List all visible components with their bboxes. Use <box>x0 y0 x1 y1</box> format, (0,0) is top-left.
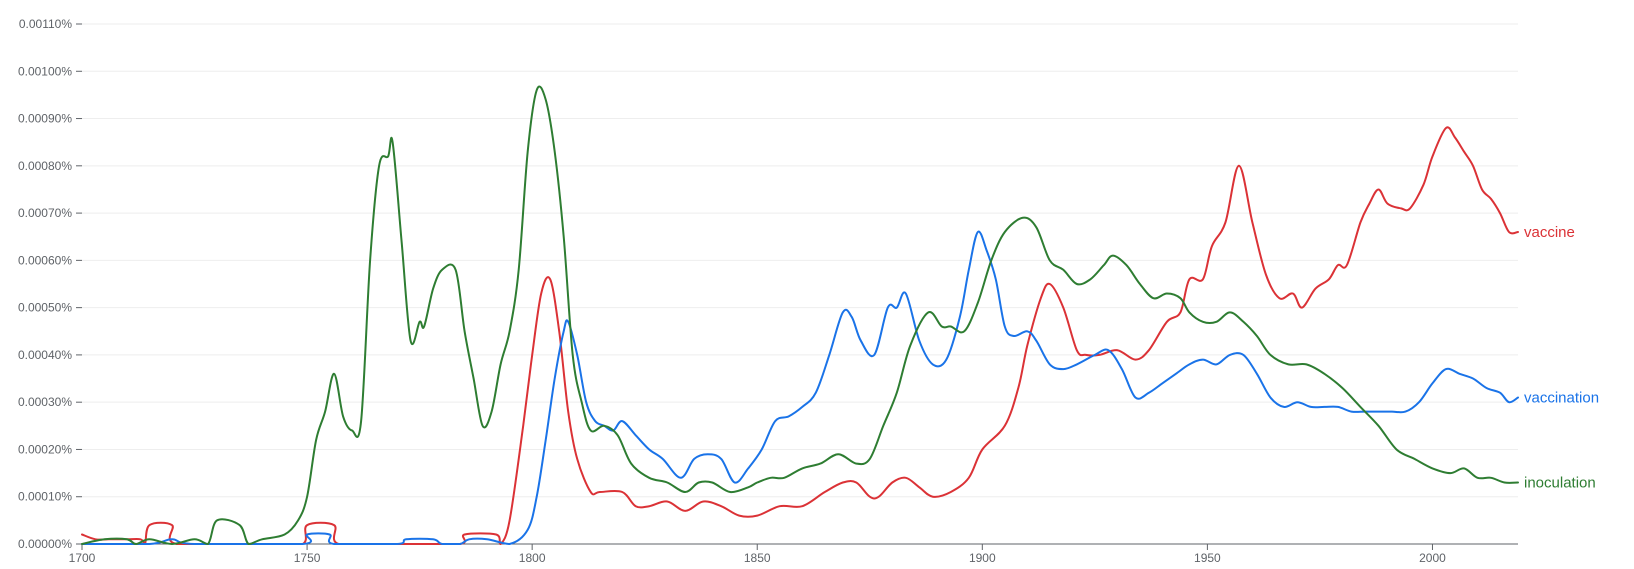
series-label-vaccine[interactable]: vaccine <box>1524 224 1575 241</box>
y-tick-label: 0.00060% <box>18 253 72 267</box>
y-tick-label: 0.00040% <box>18 348 72 362</box>
series-line-inoculation[interactable] <box>81 85 1519 545</box>
y-tick-label: 0.00100% <box>18 64 72 78</box>
series-line-vaccine[interactable] <box>81 126 1519 546</box>
x-tick-label: 1800 <box>519 551 546 565</box>
x-tick-label: 1700 <box>69 551 96 565</box>
x-tick-label: 1850 <box>744 551 771 565</box>
x-tick-label: 1900 <box>969 551 996 565</box>
series-line-vaccination[interactable] <box>81 230 1519 546</box>
series-labels: vaccine vaccination inoculation <box>1524 224 1599 492</box>
y-axis: 0.00000% 0.00010% 0.00020% 0.00030% 0.00040%… <box>18 17 82 551</box>
y-tick-label: 0.00000% <box>18 537 72 551</box>
x-tick-label: 2000 <box>1419 551 1446 565</box>
x-axis: 1700 1750 1800 1850 1900 1950 2000 <box>69 543 1518 565</box>
series-lines <box>81 85 1519 546</box>
grid-lines <box>82 23 1518 545</box>
x-tick-label: 1950 <box>1194 551 1221 565</box>
y-tick-label: 0.00070% <box>18 206 72 220</box>
y-tick-label: 0.00020% <box>18 442 72 456</box>
y-tick-label: 0.00010% <box>18 490 72 504</box>
y-tick-label: 0.00110% <box>19 17 72 31</box>
y-tick-label: 0.00050% <box>18 301 72 315</box>
y-tick-label: 0.00090% <box>18 112 72 126</box>
y-tick-label: 0.00030% <box>18 395 72 409</box>
y-tick-label: 0.00080% <box>18 159 72 173</box>
x-tick-label: 1750 <box>294 551 321 565</box>
series-label-inoculation[interactable]: inoculation <box>1524 475 1596 492</box>
series-label-vaccination[interactable]: vaccination <box>1524 389 1599 406</box>
